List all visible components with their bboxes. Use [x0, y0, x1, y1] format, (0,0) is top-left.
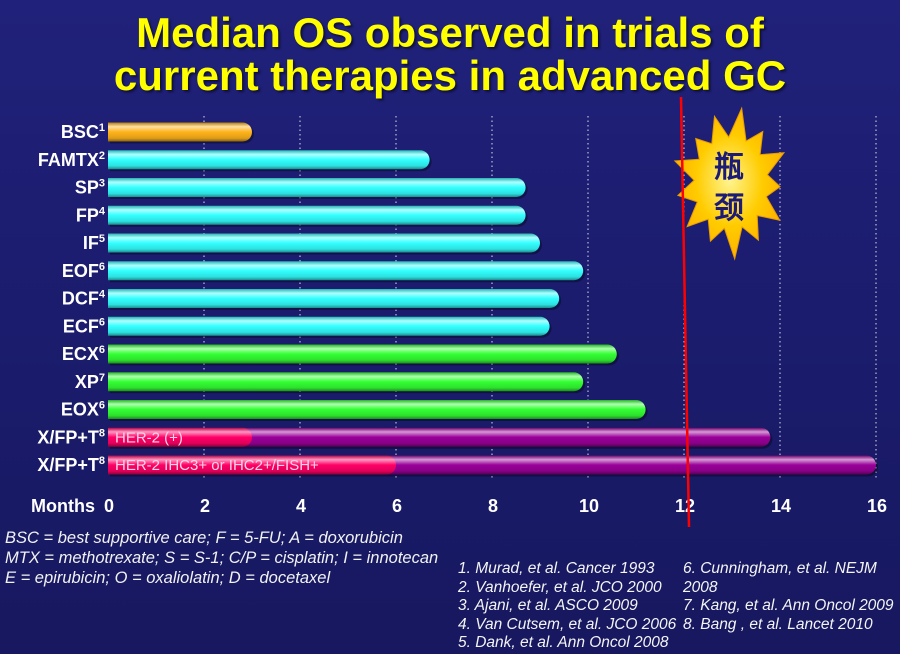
- x-tick-label-4: 4: [296, 496, 306, 516]
- category-name: SP: [75, 178, 99, 198]
- slide-title: Median OS observed in trials of current …: [0, 11, 900, 97]
- category-reference-superscript: 8: [99, 455, 105, 467]
- category-name: ECF: [63, 316, 99, 336]
- reference-item: 2. Vanhoefer, et al. JCO 2000: [458, 578, 662, 596]
- category-name: X/FP+T: [37, 427, 99, 447]
- category-label-x-fp-t-2: X/FP+T8: [37, 455, 105, 475]
- category-name: FAMTX: [38, 150, 99, 170]
- category-label-ecx: ECX6: [62, 344, 105, 364]
- category-label-eox: EOX6: [61, 400, 105, 420]
- reference-item-continued: 2008: [683, 578, 718, 596]
- segment-label-x-fp-t: HER-2 (+): [115, 429, 183, 446]
- category-label-sp: SP3: [75, 178, 105, 198]
- footnote-line: E = epirubicin; O = oxaliolatin; D = doc…: [5, 569, 331, 587]
- bar-bsc: [108, 122, 252, 142]
- bar-sp: [108, 178, 526, 197]
- x-tick-label-12: 12: [675, 496, 695, 516]
- reference-item: 6. Cunningham, et al. NEJM: [683, 560, 877, 577]
- x-tick-label-0: 0: [104, 496, 114, 516]
- reference-item: 8. Bang , et al. Lancet 2010: [683, 615, 873, 633]
- reference-item: 1. Murad, et al. Cancer 1993: [458, 560, 655, 577]
- category-reference-superscript: 6: [99, 400, 105, 412]
- category-reference-superscript: 5: [99, 233, 105, 245]
- bar-if: [108, 233, 540, 253]
- bottleneck-starburst: [673, 106, 786, 261]
- category-name: FP: [76, 205, 99, 225]
- category-reference-superscript: 2: [99, 150, 105, 162]
- category-reference-superscript: 3: [99, 178, 105, 190]
- reference-item: 4. Van Cutsem, et al. JCO 2006: [458, 615, 677, 633]
- category-name: DCF: [62, 289, 99, 309]
- category-reference-superscript: 6: [99, 316, 105, 328]
- category-name: IF: [83, 233, 99, 253]
- x-axis-label: Months: [31, 496, 95, 516]
- footnote-line: MTX = methotrexate; S = S-1; C/P = cispl…: [5, 549, 439, 567]
- category-label-dcf: DCF4: [62, 289, 106, 309]
- category-label-eof: EOF6: [62, 261, 105, 281]
- category-name: EOX: [61, 400, 99, 420]
- bar-famtx: [108, 150, 430, 170]
- category-label-ecf: ECF6: [63, 316, 105, 336]
- category-label-if: IF5: [83, 233, 105, 253]
- references-left-column: 1. Murad, et al. Cancer 1993 2. Vanhoefe…: [458, 560, 680, 653]
- x-tick-label-6: 6: [392, 496, 402, 516]
- category-name: ECX: [62, 344, 99, 364]
- category-label-bsc: BSC1: [61, 122, 105, 142]
- bar-ecx: [108, 344, 617, 364]
- category-label-famtx: FAMTX2: [38, 150, 105, 170]
- x-tick-label-8: 8: [488, 496, 498, 516]
- category-name: X/FP+T: [37, 455, 99, 475]
- reference-item: 7. Kang, et al. Ann Oncol 2009: [683, 597, 894, 615]
- category-label-fp: FP4: [76, 205, 106, 225]
- reference-item: 5. Dank, et al. Ann Oncol 2008: [458, 634, 669, 652]
- category-reference-superscript: 1: [99, 122, 105, 134]
- category-label-xp: XP7: [75, 372, 105, 392]
- bar-dcf: [108, 289, 560, 308]
- category-reference-superscript: 7: [99, 372, 105, 384]
- title-line-1: Median OS observed in trials of: [136, 9, 764, 56]
- category-reference-superscript: 8: [99, 427, 105, 439]
- bar-eox: [108, 400, 646, 419]
- category-reference-superscript: 4: [99, 205, 106, 217]
- x-tick-label-14: 14: [771, 496, 791, 516]
- starburst-text-2: 颈: [714, 191, 744, 226]
- x-tick-label-10: 10: [579, 496, 599, 516]
- starburst-text-1: 瓶: [714, 150, 744, 185]
- bar-fp: [108, 205, 526, 225]
- segment-label-x-fp-t-2: HER-2 IHC3+ or IHC2+/FISH+: [115, 457, 319, 474]
- x-tick-label-2: 2: [200, 496, 210, 516]
- segment-bar-x-fp-t-2: [108, 455, 396, 475]
- footnote-line: BSC = best supportive care; F = 5-FU; A …: [5, 529, 403, 547]
- reference-item: 3. Ajani, et al. ASCO 2009: [458, 597, 638, 615]
- category-reference-superscript: 4: [99, 289, 106, 301]
- segment-bar-x-fp-t: [108, 427, 252, 447]
- category-reference-superscript: 6: [99, 344, 105, 356]
- category-name: XP: [75, 372, 99, 392]
- title-line-2: current therapies in advanced GC: [113, 52, 787, 99]
- bar-x-fp-t: [108, 427, 771, 447]
- bar-ecf: [108, 316, 550, 336]
- references-right-column: 6. Cunningham, et al. NEJM 2008 7. Kang,…: [683, 560, 895, 634]
- bottleneck-reference-line: [679, 96, 691, 528]
- category-label-x-fp-t: X/FP+T8: [37, 427, 105, 447]
- category-reference-superscript: 6: [99, 261, 105, 273]
- category-name: EOF: [62, 261, 99, 281]
- bar-eof: [108, 261, 584, 281]
- category-name: BSC: [61, 122, 99, 142]
- bar-xp: [108, 372, 584, 392]
- x-tick-label-16: 16: [867, 496, 887, 516]
- abbreviation-footnotes: BSC = best supportive care; F = 5-FU; A …: [5, 528, 445, 588]
